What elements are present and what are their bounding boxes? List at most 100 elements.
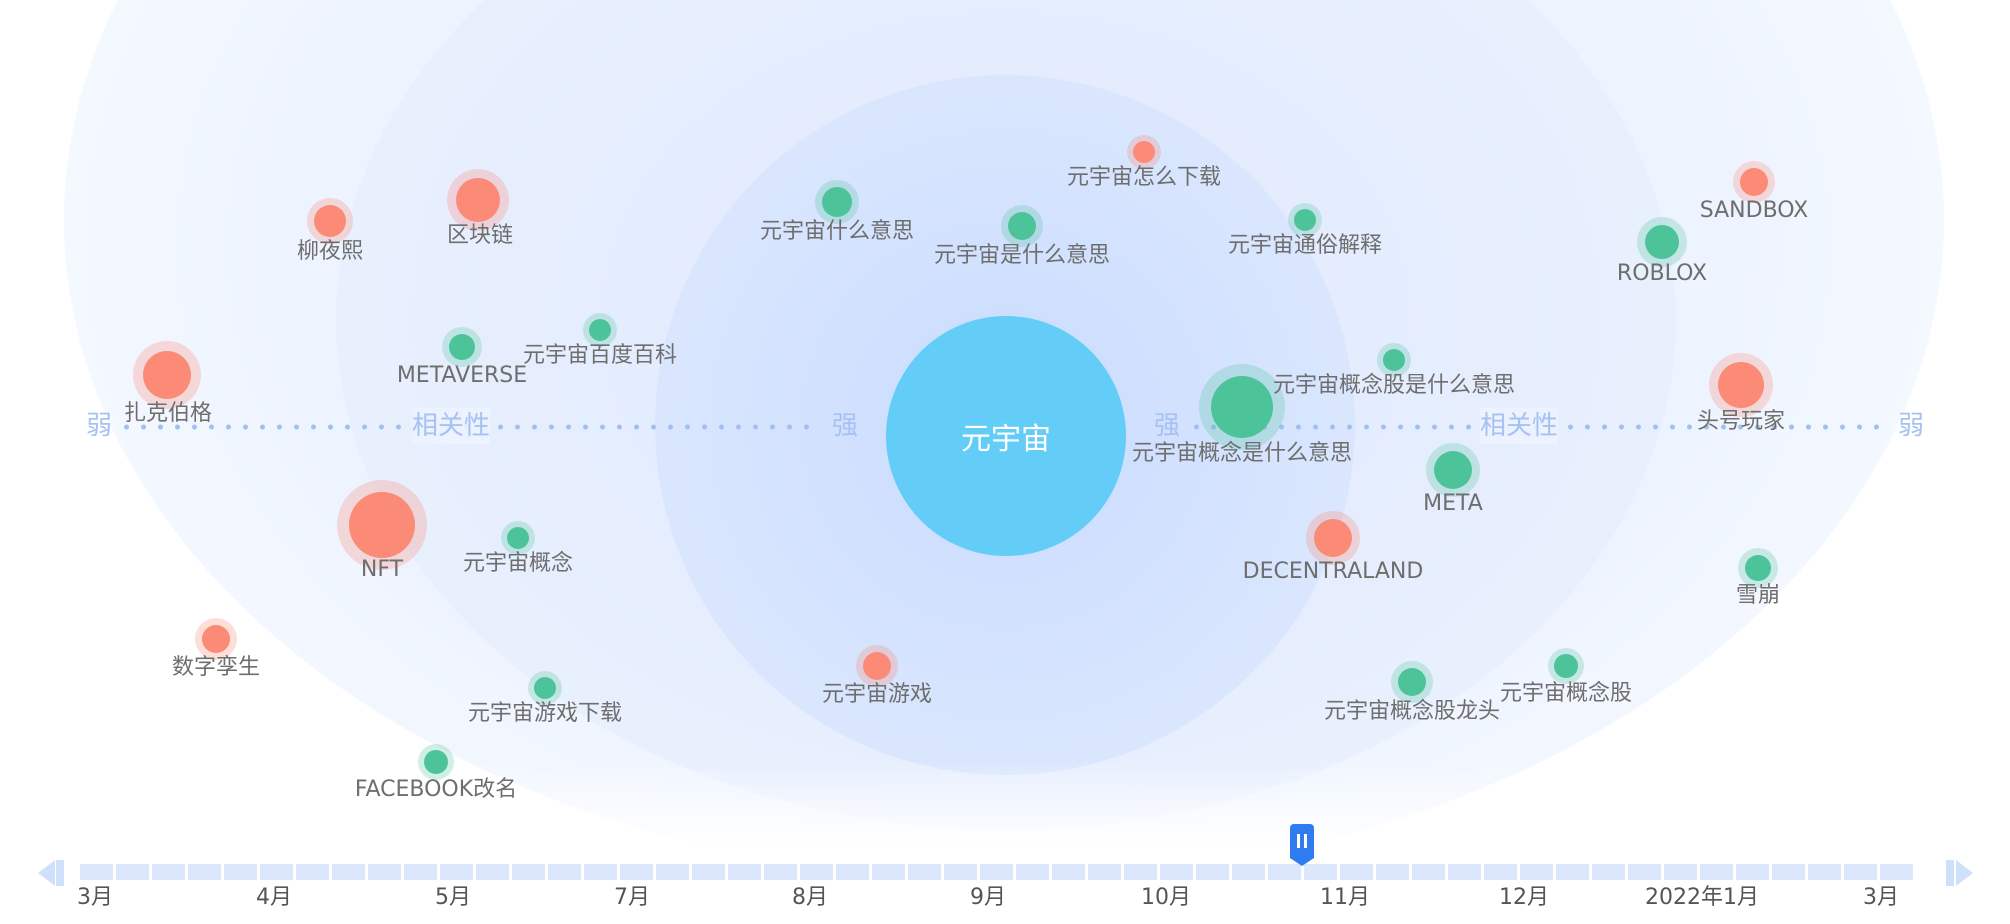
keyword-bubble-facebook[interactable]: [418, 744, 454, 780]
keyword-label-shenmeyisi[interactable]: 元宇宙什么意思: [759, 219, 915, 244]
keyword-bubble-liuyexi[interactable]: [307, 198, 353, 244]
timeline-segment[interactable]: [332, 864, 365, 880]
keyword-bubble-sandbox[interactable]: [1733, 161, 1775, 203]
timeline-segment[interactable]: [836, 864, 869, 880]
timeline-segment[interactable]: [1340, 864, 1373, 880]
timeline-segment[interactable]: [908, 864, 941, 880]
keyword-bubble-baidubaike[interactable]: [583, 313, 617, 347]
keyword-bubble-xuebeng[interactable]: [1738, 548, 1778, 588]
keyword-label-touhaowanjia[interactable]: 头号玩家: [1696, 409, 1786, 434]
keyword-label-gainianyisi[interactable]: 元宇宙概念是什么意思: [1131, 441, 1353, 466]
timeline-segment[interactable]: [1088, 864, 1121, 880]
keyword-bubble-shishenmeyisi[interactable]: [1001, 205, 1043, 247]
keyword-bubble-longtou[interactable]: [1391, 661, 1433, 703]
keyword-bubble-touhaowanjia[interactable]: [1709, 353, 1773, 417]
keyword-bubble-youxixiazai[interactable]: [528, 671, 562, 705]
timeline-segment[interactable]: [1016, 864, 1049, 880]
timeline-segment[interactable]: [1160, 864, 1193, 880]
timeline-segment[interactable]: [1448, 864, 1481, 880]
timeline-segment[interactable]: [1844, 864, 1877, 880]
timeline-segment[interactable]: [152, 864, 185, 880]
keyword-bubble-gainiangu[interactable]: [1377, 343, 1411, 377]
timeline-segment[interactable]: [872, 864, 905, 880]
keyword-bubble-roblox[interactable]: [1637, 217, 1687, 267]
timeline-handle-tip[interactable]: [1290, 858, 1315, 866]
timeline-segment[interactable]: [1304, 864, 1337, 880]
keyword-label-metaverse[interactable]: METAVERSE: [396, 363, 528, 388]
keyword-label-baidubaike[interactable]: 元宇宙百度百科: [522, 343, 678, 368]
timeline-segment[interactable]: [1376, 864, 1409, 880]
keyword-bubble-shuziluansheng[interactable]: [195, 618, 237, 660]
timeline-segment[interactable]: [944, 864, 977, 880]
keyword-bubble-shenmeyisi[interactable]: [815, 180, 859, 224]
timeline-next-bar[interactable]: [1946, 860, 1954, 886]
timeline-segment[interactable]: [1412, 864, 1445, 880]
timeline-segment[interactable]: [404, 864, 437, 880]
keyword-label-nft[interactable]: NFT: [360, 557, 404, 582]
timeline-segment[interactable]: [260, 864, 293, 880]
center-keyword[interactable]: 元宇宙: [886, 316, 1126, 556]
keyword-bubble-qukuailian[interactable]: [447, 169, 509, 231]
timeline-segment[interactable]: [692, 864, 725, 880]
timeline-segment[interactable]: [476, 864, 509, 880]
keyword-bubble-nft[interactable]: [337, 480, 427, 570]
keyword-label-youxi[interactable]: 元宇宙游戏: [821, 682, 933, 707]
keyword-label-qukuailian[interactable]: 区块链: [446, 223, 514, 248]
timeline-segment[interactable]: [1736, 864, 1769, 880]
keyword-bubble-gainian[interactable]: [501, 521, 535, 555]
keyword-bubble-decentraland[interactable]: [1306, 511, 1360, 565]
timeline-segment[interactable]: [1880, 864, 1913, 880]
keyword-label-youxixiazai[interactable]: 元宇宙游戏下载: [467, 701, 623, 726]
timeline-segment[interactable]: [1268, 864, 1301, 880]
timeline-segment[interactable]: [1484, 864, 1517, 880]
timeline-segment[interactable]: [764, 864, 797, 880]
timeline-segment[interactable]: [440, 864, 473, 880]
keyword-bubble-gainiangu2[interactable]: [1548, 648, 1584, 684]
timeline-segment[interactable]: [116, 864, 149, 880]
timeline-prev-bar[interactable]: [56, 860, 64, 886]
keyword-label-gainian[interactable]: 元宇宙概念: [462, 551, 574, 576]
timeline[interactable]: 3月 4月 5月 7月 8月 9月 10月 11月 12月 2022年1月 3月: [0, 820, 2010, 924]
timeline-segment[interactable]: [1592, 864, 1625, 880]
timeline-segment[interactable]: [1664, 864, 1697, 880]
timeline-segment[interactable]: [800, 864, 833, 880]
keyword-label-gainiangu[interactable]: 元宇宙概念股是什么意思: [1272, 373, 1516, 398]
keyword-label-gainiangu2[interactable]: 元宇宙概念股: [1499, 681, 1633, 706]
keyword-bubble-meta[interactable]: [1426, 443, 1480, 497]
timeline-segment[interactable]: [656, 864, 689, 880]
timeline-segment[interactable]: [512, 864, 545, 880]
timeline-segment[interactable]: [1124, 864, 1157, 880]
keyword-label-shishenmeyisi[interactable]: 元宇宙是什么意思: [933, 243, 1111, 268]
keyword-bubble-metaverse[interactable]: [442, 327, 482, 367]
timeline-prev-icon[interactable]: [38, 860, 55, 886]
keyword-bubble-gainianyisi[interactable]: [1199, 364, 1285, 450]
timeline-segment[interactable]: [1052, 864, 1085, 880]
keyword-label-decentraland[interactable]: DECENTRALAND: [1242, 559, 1424, 584]
timeline-segment[interactable]: [1808, 864, 1841, 880]
keyword-bubble-tongsujieshi[interactable]: [1288, 203, 1322, 237]
keyword-label-sandbox[interactable]: SANDBOX: [1699, 198, 1809, 223]
keyword-bubble-zakeboge[interactable]: [133, 341, 201, 409]
timeline-segment[interactable]: [368, 864, 401, 880]
keyword-label-longtou[interactable]: 元宇宙概念股龙头: [1323, 699, 1501, 724]
timeline-segment[interactable]: [80, 864, 113, 880]
keyword-label-meta[interactable]: META: [1423, 491, 1483, 516]
timeline-next-icon[interactable]: [1956, 860, 1973, 886]
timeline-segment[interactable]: [620, 864, 653, 880]
keyword-label-shuziluansheng[interactable]: 数字孪生: [171, 655, 261, 680]
keyword-bubble-youxi[interactable]: [856, 645, 898, 687]
timeline-segment[interactable]: [1700, 864, 1733, 880]
timeline-segment[interactable]: [1628, 864, 1661, 880]
timeline-segment[interactable]: [1196, 864, 1229, 880]
keyword-label-liuyexi[interactable]: 柳夜熙: [296, 239, 364, 264]
keyword-label-zakeboge[interactable]: 扎克伯格: [123, 401, 213, 426]
keyword-label-roblox[interactable]: ROBLOX: [1616, 261, 1708, 286]
timeline-segment[interactable]: [224, 864, 257, 880]
timeline-segment[interactable]: [188, 864, 221, 880]
timeline-segment[interactable]: [1232, 864, 1265, 880]
keyword-label-tongsujieshi[interactable]: 元宇宙通俗解释: [1227, 233, 1383, 258]
keyword-label-facebook[interactable]: FACEBOOK改名: [354, 777, 518, 802]
timeline-segment[interactable]: [548, 864, 581, 880]
timeline-segment[interactable]: [728, 864, 761, 880]
timeline-segment[interactable]: [1520, 864, 1553, 880]
